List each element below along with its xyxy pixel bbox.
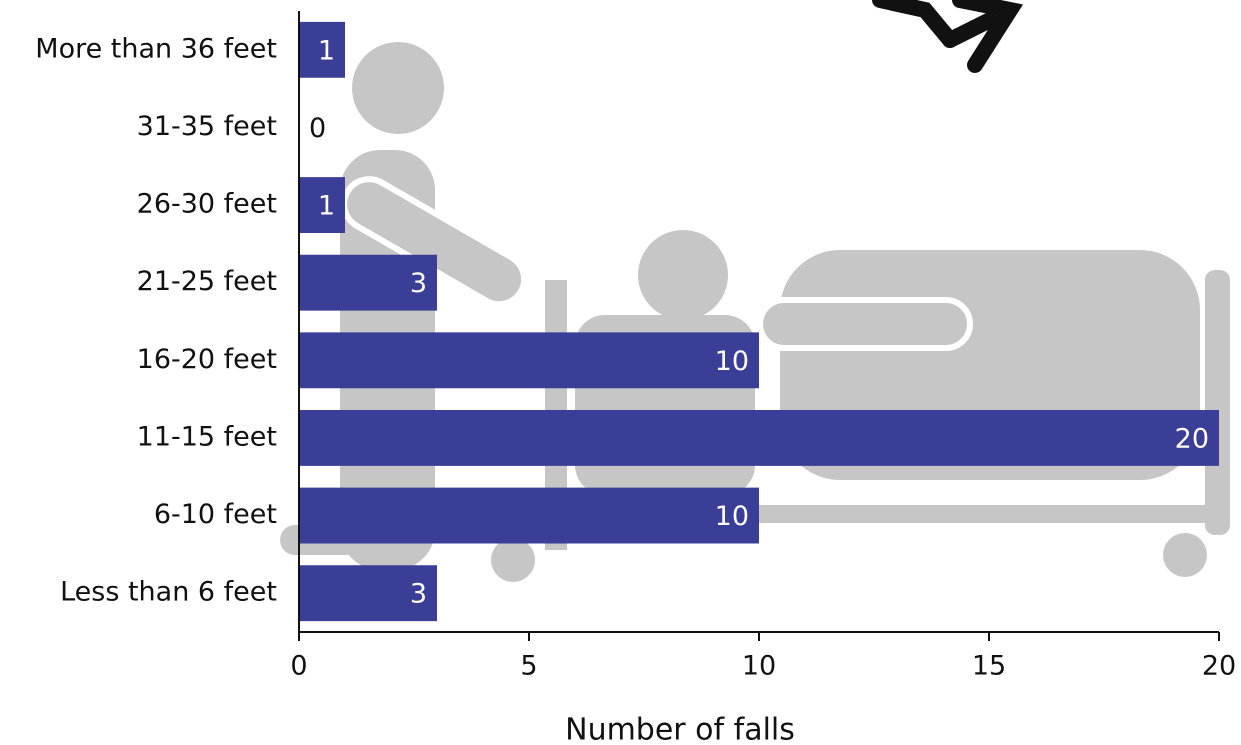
bar	[299, 565, 437, 622]
x-tick-label: 5	[520, 651, 537, 682]
value-label: 3	[410, 268, 427, 299]
y-tick-label: 31-35 feet	[137, 111, 277, 142]
bar	[299, 409, 1219, 466]
bar	[299, 177, 345, 234]
bar	[299, 254, 437, 311]
y-tick-label: More than 36 feet	[35, 33, 277, 64]
y-tick-label: 26-30 feet	[137, 189, 277, 220]
y-tick-label: 11-15 feet	[137, 421, 277, 452]
y-tick-label: Less than 6 feet	[60, 577, 277, 608]
value-label: 20	[1175, 423, 1209, 454]
value-label: 1	[318, 35, 335, 66]
x-tick-label: 0	[290, 651, 307, 682]
value-label: 10	[715, 346, 749, 377]
value-label: 10	[715, 501, 749, 532]
x-tick-label: 20	[1202, 651, 1236, 682]
y-tick-label: 16-20 feet	[137, 344, 277, 375]
value-label: 3	[410, 579, 427, 610]
bar	[299, 332, 759, 389]
bar	[299, 21, 345, 78]
x-tick-label: 15	[972, 651, 1006, 682]
x-axis-label: Number of falls	[565, 713, 795, 745]
x-tick-label: 10	[742, 651, 776, 682]
value-label: 0	[309, 113, 326, 144]
y-tick-label: 21-25 feet	[137, 266, 277, 297]
falling-figure	[872, 0, 1024, 73]
y-tick-label: 6-10 feet	[154, 499, 277, 530]
value-label: 1	[318, 191, 335, 222]
bar	[299, 487, 759, 544]
